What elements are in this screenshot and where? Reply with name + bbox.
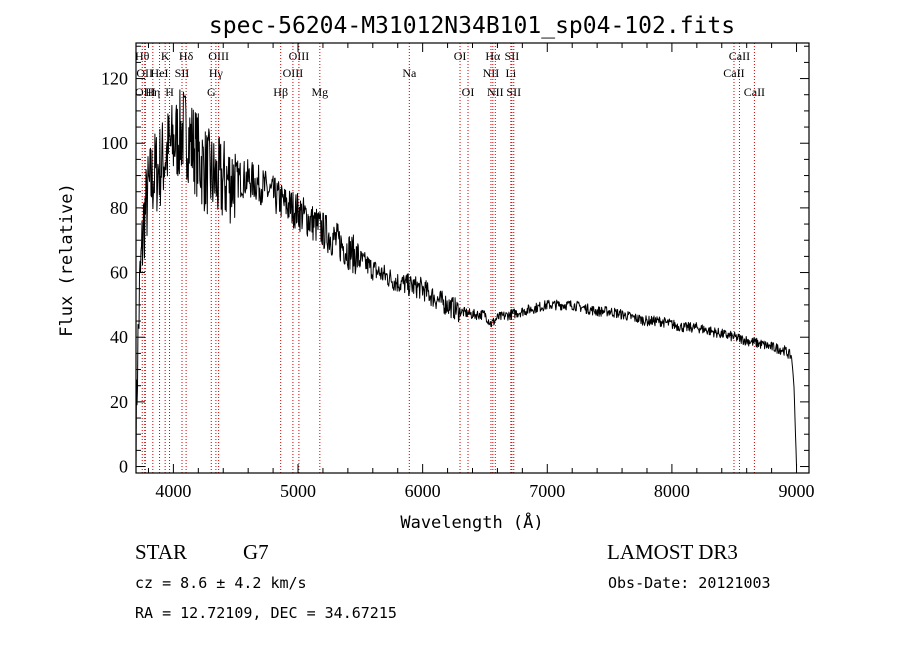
line-label: SII <box>505 49 520 63</box>
line-label: OII <box>136 66 153 80</box>
y-tick-label: 80 <box>110 198 128 218</box>
object-subclass: G7 <box>243 540 269 564</box>
survey-name: LAMOST DR3 <box>607 540 738 564</box>
y-tick-label: 100 <box>101 133 128 153</box>
x-tick-label: 5000 <box>280 481 316 501</box>
y-tick-label: 20 <box>110 392 128 412</box>
chart-title: spec-56204-M31012N34B101_sp04-102.fits <box>209 13 735 39</box>
line-label: OIII <box>135 85 156 99</box>
line-label: NII <box>483 66 500 80</box>
object-class: STAR <box>135 540 187 564</box>
line-markers: HθOIIOIIIHηHeIKHSIIHδGHγOIIIHβOIIIOIIIMg… <box>135 43 765 473</box>
line-label: SII <box>175 66 190 80</box>
line-label: Hα <box>485 49 501 63</box>
x-tick-label: 7000 <box>529 481 565 501</box>
x-axis: 4000 5000 6000 7000 8000 9000 <box>147 43 815 501</box>
line-label: Hη <box>145 85 160 99</box>
line-label: OIII <box>283 66 304 80</box>
line-label: Hδ <box>179 49 194 63</box>
line-label: Hβ <box>273 85 288 99</box>
y-tick-label: 40 <box>110 327 128 347</box>
line-label: Li <box>506 66 517 80</box>
coordinates: RA = 12.72109, DEC = 34.67215 <box>135 604 397 622</box>
x-tick-label: 8000 <box>654 481 690 501</box>
line-label: CaII <box>744 85 765 99</box>
plot-frame <box>135 42 810 474</box>
spectrum-layer <box>135 89 797 474</box>
line-label: K <box>161 49 170 63</box>
line-label: OI <box>462 85 475 99</box>
line-label: OIII <box>208 49 229 63</box>
line-label: Na <box>402 66 417 80</box>
y-tick-label: 0 <box>119 457 128 477</box>
line-label: OIII <box>289 49 310 63</box>
line-label: Hθ <box>135 49 150 63</box>
x-axis-label: Wavelength (Å) <box>400 511 543 533</box>
line-label: CaII <box>729 49 750 63</box>
line-label: G <box>207 85 216 99</box>
line-label: SII <box>506 85 521 99</box>
line-label: CaII <box>723 66 744 80</box>
x-tick-label: 6000 <box>405 481 441 501</box>
line-label: NII <box>487 85 504 99</box>
x-tick-label: 9000 <box>779 481 815 501</box>
obs-date: Obs-Date: 20121003 <box>608 574 771 592</box>
line-label: HeI <box>151 66 169 80</box>
line-label: H <box>165 85 174 99</box>
redshift-text: cz = 8.6 ± 4.2 km/s <box>135 574 307 592</box>
y-axis: 0 20 40 60 80 100 120 <box>101 45 809 477</box>
y-axis-label: Flux (relative) <box>57 183 77 337</box>
y-tick-label: 60 <box>110 263 128 283</box>
spectrum-line <box>135 89 797 474</box>
y-tick-label: 120 <box>101 69 128 89</box>
line-label: Hγ <box>209 66 224 80</box>
line-label: Mg <box>311 85 328 99</box>
x-tick-label: 4000 <box>155 481 191 501</box>
line-label: OI <box>454 49 467 63</box>
